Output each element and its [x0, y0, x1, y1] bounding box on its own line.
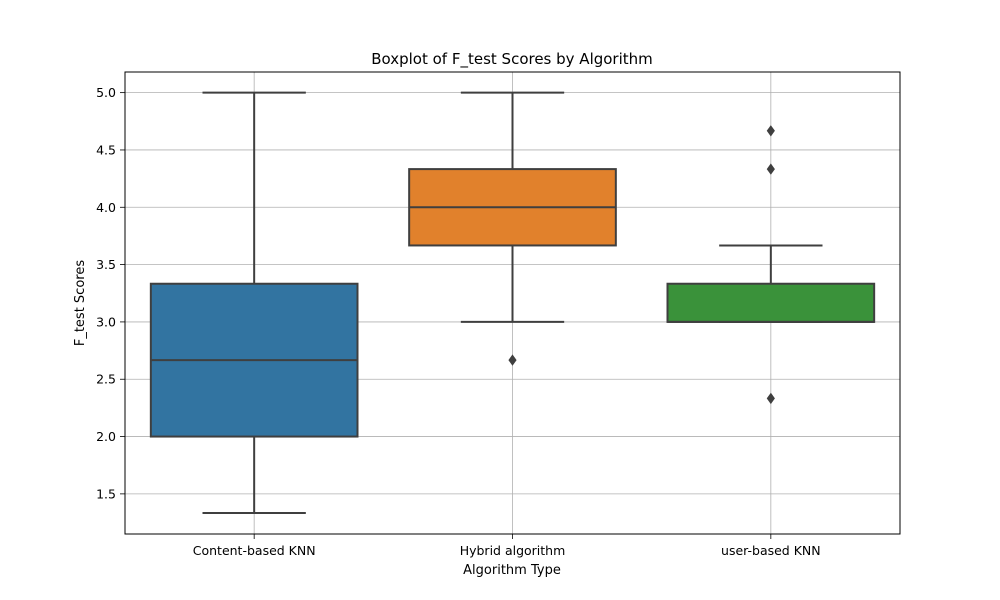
x-tick-label: Hybrid algorithm — [460, 543, 566, 558]
outlier-point — [766, 163, 775, 175]
x-axis-label: Algorithm Type — [463, 563, 561, 578]
chart-title: Boxplot of F_test Scores by Algorithm — [371, 50, 653, 69]
outlier-point — [766, 125, 775, 137]
y-tick-label: 2.5 — [96, 372, 116, 387]
y-tick-label: 4.0 — [96, 200, 116, 215]
box — [666, 282, 876, 323]
outlier-point — [766, 392, 775, 405]
y-tick-label: 4.5 — [96, 142, 116, 157]
y-tick-label: 3.0 — [96, 314, 116, 329]
y-axis-label: F_test Scores — [73, 260, 88, 346]
y-tick-label: 1.5 — [96, 486, 116, 501]
x-tick-label: Content-based KNN — [193, 543, 316, 558]
y-tick-label: 5.0 — [96, 85, 116, 100]
outlier-point — [508, 354, 517, 366]
x-tick-label: user-based KNN — [721, 543, 821, 558]
y-tick-label: 3.5 — [96, 257, 116, 272]
plot-area: 1.5 2.0 2.5 3.0 3.5 4.0 4.5 5.0 Content-based KN… — [96, 71, 901, 558]
y-tick-label: 2.0 — [96, 429, 116, 444]
plot-frame — [124, 71, 901, 535]
